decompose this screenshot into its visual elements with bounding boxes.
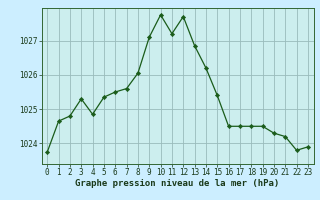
X-axis label: Graphe pression niveau de la mer (hPa): Graphe pression niveau de la mer (hPa) xyxy=(76,179,280,188)
